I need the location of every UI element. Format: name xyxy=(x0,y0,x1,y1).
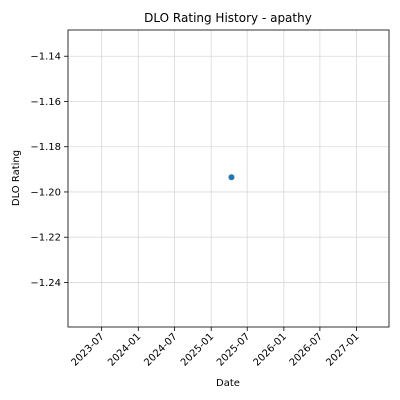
point-layer xyxy=(228,174,235,181)
y-tick-label: −1.14 xyxy=(30,52,61,63)
chart-title: DLO Rating History - apathy xyxy=(144,11,312,25)
y-tick-label: −1.18 xyxy=(30,142,61,153)
plot-frame xyxy=(67,29,390,328)
y-tick-label: −1.22 xyxy=(30,233,61,244)
y-axis-label: DLO Rating xyxy=(11,150,22,206)
data-point xyxy=(228,174,235,181)
y-tick-label: −1.24 xyxy=(30,278,61,289)
y-tick-label: −1.20 xyxy=(30,187,61,198)
y-tick-label: −1.16 xyxy=(30,97,61,108)
x-axis-label: Date xyxy=(216,378,240,389)
grid-layer xyxy=(68,30,389,327)
